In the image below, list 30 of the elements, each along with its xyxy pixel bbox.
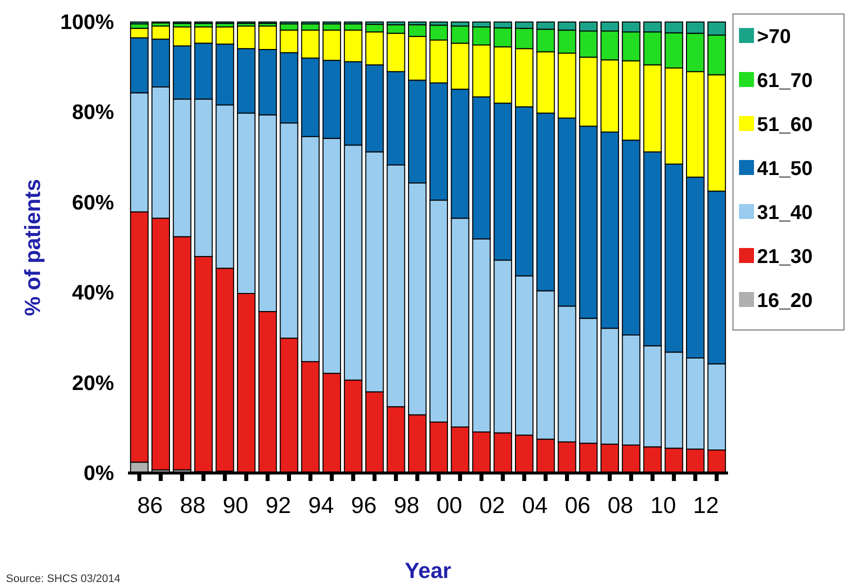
x-axis-title: Year [404,558,452,583]
x-tick-label: 00 [436,492,462,518]
text: 31_40 [757,202,813,224]
y-tick-label: 0% [84,462,114,485]
legend-label: 21_30 [757,246,813,268]
source-note: Source: SHCS 03/2014 [6,573,120,585]
legend-label: 61_70 [757,70,813,92]
x-tick-label: 06 [564,492,590,518]
y-tick-label: 60% [72,191,114,214]
y-tick-label: 100% [60,11,114,34]
x-tick-label: 86 [137,492,163,518]
y-axis-title: % of patients [20,179,45,316]
y-tick-label: 20% [72,372,114,395]
y-tick-label: 40% [72,282,114,305]
x-tick-label: 12 [693,492,719,518]
x-tick-label: 04 [522,492,548,518]
legend-label: 51_60 [757,114,813,136]
x-tick-label: 10 [650,492,676,518]
x-tick-label: 92 [266,492,292,518]
legend-label: 41_50 [757,158,813,180]
x-tick-label: 96 [351,492,377,518]
x-tick-label: 98 [394,492,420,518]
legend-label: 16_20 [757,290,813,312]
x-tick-label: 02 [479,492,505,518]
y-tick-label: 80% [72,101,114,124]
x-tick-label: 08 [608,492,634,518]
x-tick-label: 94 [308,492,334,518]
x-tick-label: 88 [180,492,206,518]
legend-label: >70 [757,26,791,48]
x-tick-label: 90 [222,492,248,518]
